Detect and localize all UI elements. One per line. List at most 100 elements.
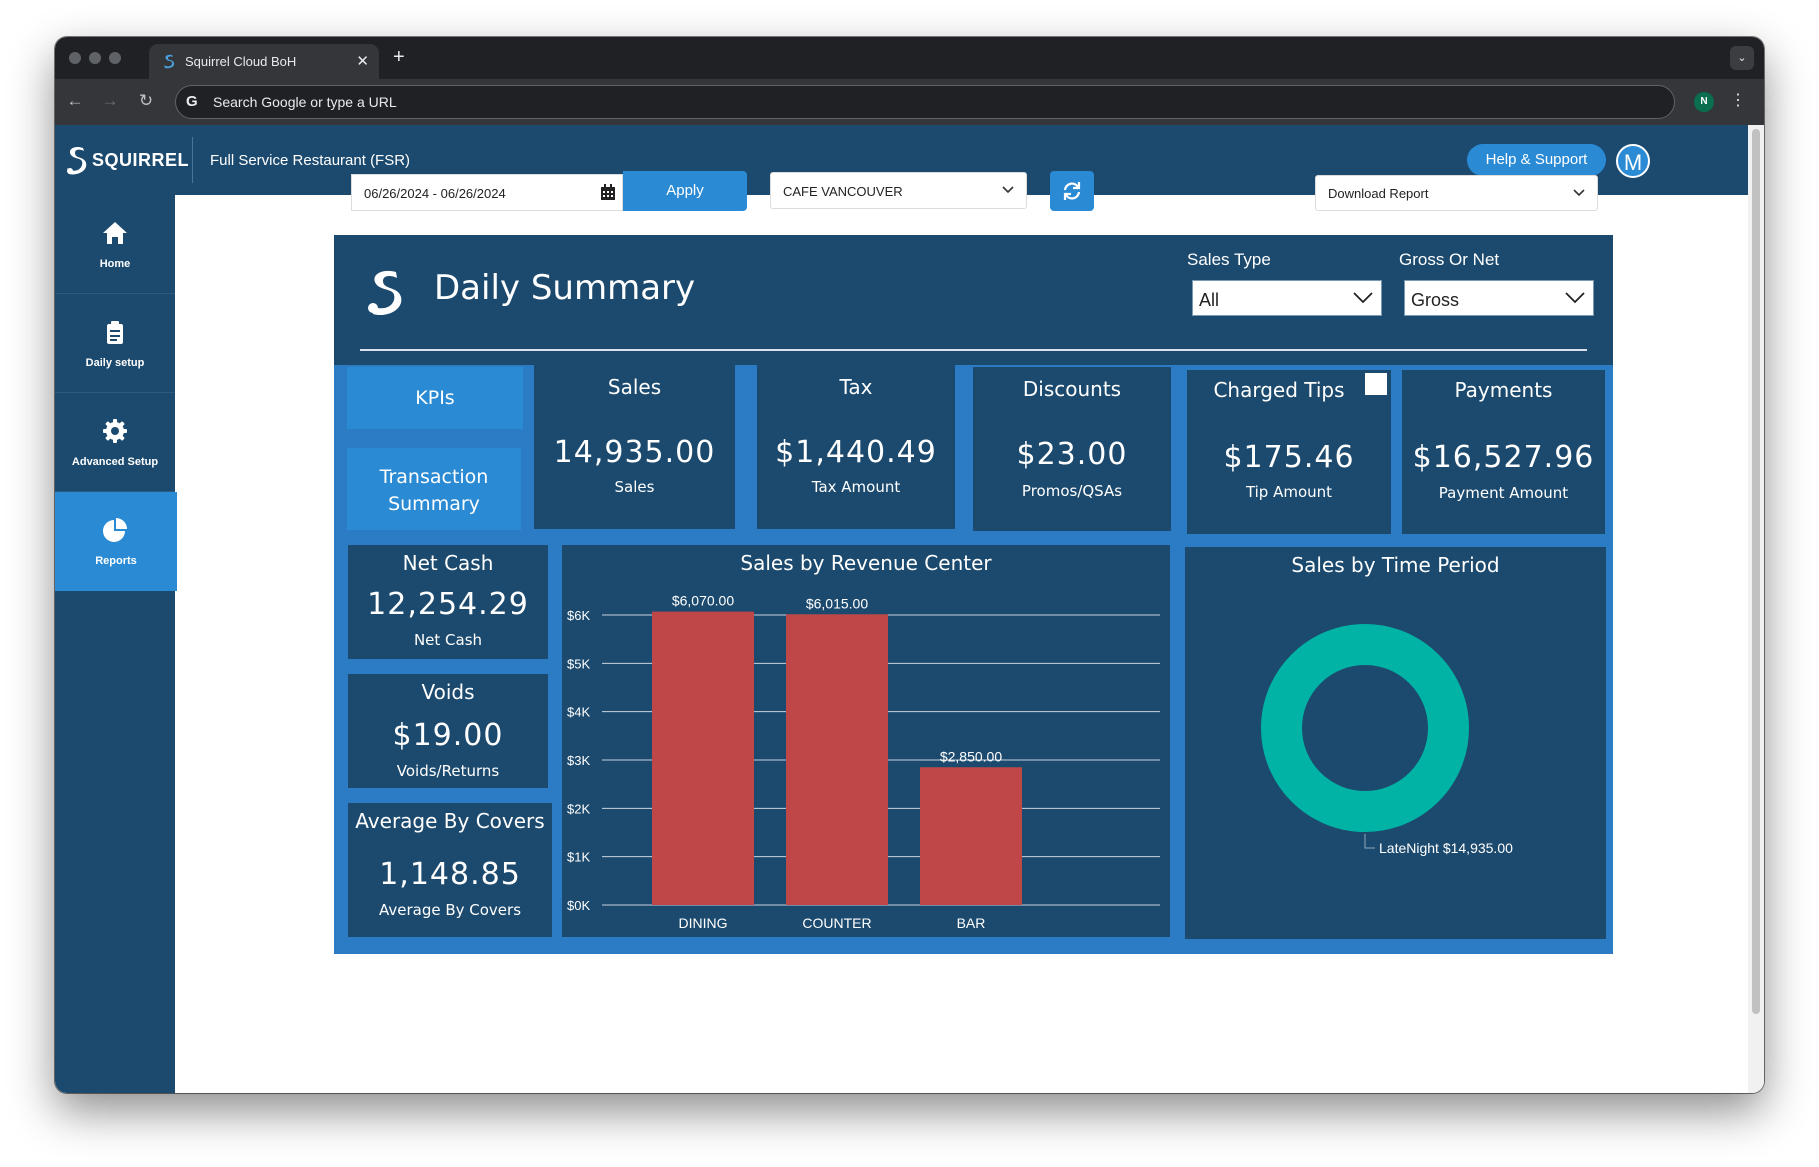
location-select[interactable]: CAFE VANCOUVER [770, 172, 1027, 209]
reload-icon[interactable]: ↻ [138, 91, 154, 110]
tab-close-icon[interactable]: ✕ [356, 53, 369, 70]
report-title: Daily Summary [434, 268, 696, 308]
tab-title: Squirrel Cloud BoH [185, 54, 297, 69]
help-support-button[interactable]: Help & Support [1467, 144, 1606, 176]
sales-by-revenue-center-chart: Sales by Revenue Center $0K $1K $2K $3K $4K $… [562, 545, 1170, 937]
y-tick-label: $5K [567, 656, 590, 671]
y-tick-label: $2K [567, 801, 590, 816]
download-report-label: Download Report [1328, 186, 1429, 201]
squirrel-logo-icon [67, 146, 87, 175]
card-title: Average By Covers [355, 809, 545, 833]
close-window-dot[interactable] [69, 52, 81, 64]
google-icon: G [186, 93, 198, 110]
browser-toolbar: ← → ↻ G Search Google or type a URL N ⋮ [55, 79, 1764, 125]
profile-avatar[interactable]: N [1694, 92, 1714, 112]
slice-data-label: LateNight $14,935.00 [1379, 840, 1513, 856]
card-title: Sales [607, 375, 662, 399]
sidebar: Home Daily setup [55, 195, 177, 1093]
chevron-down-icon [1353, 292, 1373, 304]
card-subtitle: Voids/Returns [396, 762, 500, 780]
sidebar-item-daily-setup[interactable]: Daily setup [55, 294, 175, 393]
y-tick-label: $1K [567, 850, 590, 865]
card-subtitle: Net Cash [413, 631, 483, 649]
card-title: Discounts [1022, 377, 1122, 401]
date-range-value: 06/26/2024 - 06/26/2024 [364, 186, 506, 201]
card-value: 1,148.85 [379, 857, 521, 892]
gross-net-select[interactable]: Gross [1404, 280, 1594, 316]
brand-logo[interactable]: SQUIRREL [63, 144, 189, 176]
gross-net-value: Gross [1411, 290, 1460, 310]
net-cash-card: Net Cash 12,254.29 Net Cash [348, 545, 548, 659]
card-title: Net Cash [402, 551, 494, 575]
slice-leader-line [1364, 834, 1375, 849]
card-subtitle: Payment Amount [1438, 484, 1569, 502]
sales-type-select[interactable]: All [1192, 280, 1382, 316]
gross-net-label: Gross Or Net [1399, 250, 1500, 269]
card-subtitle: Average By Covers [378, 901, 522, 919]
x-tick-label: COUNTER [802, 915, 871, 931]
squirrel-logo-icon [368, 270, 402, 316]
payments-card: Payments $16,527.96 Payment Amount [1402, 370, 1605, 534]
sidebar-item-label: Daily setup [85, 357, 145, 369]
apply-button[interactable]: Apply [623, 171, 747, 211]
card-title: Payments [1454, 378, 1553, 402]
refresh-icon [1063, 182, 1081, 200]
x-tick-label: DINING [679, 915, 728, 931]
tax-card: Tax $1,440.49 Tax Amount [757, 365, 955, 529]
browser-window: Squirrel Cloud BoH ✕ + ⌄ ← → ↻ G Search … [55, 37, 1764, 1093]
card-value: 12,254.29 [367, 587, 529, 622]
bar[interactable] [652, 611, 754, 905]
chart-title: Sales by Time Period [1291, 553, 1500, 577]
address-bar[interactable]: G Search Google or type a URL [175, 85, 1675, 119]
clipboard-icon [107, 321, 123, 344]
donut-slice[interactable] [1261, 624, 1469, 832]
scrollbar-thumb[interactable] [1752, 129, 1760, 1014]
transaction-summary-button[interactable]: Transaction Summary [347, 448, 521, 530]
y-tick-label: $4K [567, 705, 590, 720]
forward-icon[interactable]: → [101, 91, 119, 110]
x-tick-label: BAR [957, 915, 986, 931]
date-range-picker[interactable]: 06/26/2024 - 06/26/2024 [351, 174, 623, 211]
card-value: $175.46 [1223, 440, 1355, 475]
kpis-button[interactable]: KPIs [347, 367, 523, 429]
minimize-window-dot[interactable] [89, 52, 101, 64]
new-tab-icon[interactable]: + [393, 46, 405, 68]
browser-menu-icon[interactable]: ⋮ [1730, 92, 1746, 109]
card-value: $19.00 [392, 718, 504, 753]
gear-icon [103, 419, 127, 443]
y-tick-label: $3K [567, 753, 590, 768]
location-value: CAFE VANCOUVER [783, 184, 903, 199]
maximize-window-dot[interactable] [109, 52, 121, 64]
card-value: $1,440.49 [775, 435, 937, 470]
calendar-icon[interactable] [600, 184, 616, 201]
sidebar-item-advanced-setup[interactable]: Advanced Setup [55, 393, 175, 492]
sidebar-item-label: Advanced Setup [71, 456, 159, 468]
daily-summary-report: Daily Summary Sales Type All Gross Or Ne… [334, 235, 1613, 954]
download-report-select[interactable]: Download Report [1315, 175, 1598, 211]
card-value: $23.00 [1016, 437, 1128, 472]
bar[interactable] [786, 614, 888, 905]
bar-data-label: $2,850.00 [940, 748, 1002, 764]
browser-tab[interactable]: Squirrel Cloud BoH ✕ [149, 44, 379, 79]
user-avatar[interactable]: M [1616, 144, 1650, 178]
tips-checkbox[interactable] [1365, 373, 1387, 395]
card-value: 14,935.00 [553, 435, 716, 470]
chart-title: Sales by Revenue Center [740, 551, 992, 575]
card-title: Tax [839, 375, 873, 399]
page-title: Full Service Restaurant (FSR) [210, 152, 411, 169]
refresh-button[interactable] [1050, 171, 1094, 211]
sales-card: Sales 14,935.00 Sales [534, 365, 735, 529]
average-covers-card: Average By Covers 1,148.85 Average By Co… [348, 803, 552, 937]
sidebar-item-reports[interactable]: Reports [55, 492, 177, 591]
y-tick-label: $6K [567, 608, 590, 623]
chevron-down-icon [1573, 189, 1585, 197]
page-scrollbar[interactable] [1748, 125, 1764, 1093]
sidebar-item-home[interactable]: Home [55, 195, 175, 294]
back-icon[interactable]: ← [66, 91, 84, 110]
sidebar-item-label: Home [99, 258, 131, 270]
sales-type-value: All [1199, 290, 1220, 310]
bar[interactable] [920, 767, 1022, 905]
sidebar-item-label: Reports [95, 555, 137, 567]
tab-search-icon[interactable]: ⌄ [1730, 46, 1754, 70]
bar-chart-canvas: $0K $1K $2K $3K $4K $5K $6K $6,070.00 DINING $6,0… [567, 593, 1160, 931]
